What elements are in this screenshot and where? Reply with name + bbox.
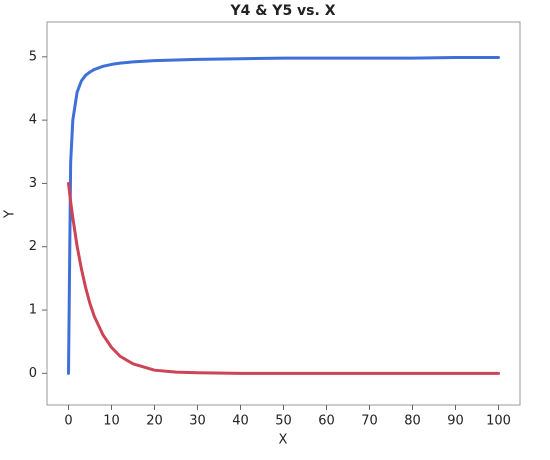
y-tick-label: 0 [29, 366, 37, 381]
y-tick-label: 4 [29, 113, 37, 128]
y-tick-label: 2 [29, 239, 37, 254]
x-tick-label: 70 [361, 414, 378, 429]
x-tick-label: 80 [404, 414, 421, 429]
y-tick-label: 1 [29, 303, 37, 318]
x-tick-label: 40 [232, 414, 249, 429]
y-tick-label: 3 [29, 176, 37, 191]
plot-frame [46, 21, 521, 406]
x-axis-label: X [279, 433, 288, 448]
x-tick-label: 0 [64, 414, 72, 429]
x-tick-label: 90 [447, 414, 464, 429]
x-tick-label: 60 [318, 414, 335, 429]
chart-title: Y4 & Y5 vs. X [229, 3, 335, 19]
y-tick-label: 5 [29, 49, 37, 64]
x-tick-label: 10 [103, 414, 120, 429]
series-line [67, 181, 500, 375]
x-tick-label: 100 [486, 414, 511, 429]
x-tick-label: 20 [146, 414, 163, 429]
series-line [67, 55, 500, 375]
y-axis-label: Y [3, 210, 18, 219]
x-tick-label: 30 [189, 414, 206, 429]
x-tick-label: 50 [275, 414, 292, 429]
